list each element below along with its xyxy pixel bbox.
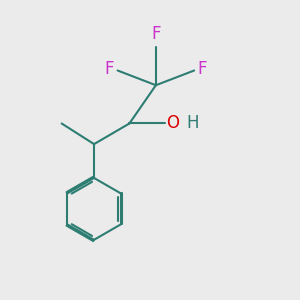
Text: O: O — [166, 115, 179, 133]
Text: F: F — [151, 26, 160, 44]
Text: F: F — [198, 60, 207, 78]
Text: H: H — [187, 115, 199, 133]
Text: F: F — [105, 60, 114, 78]
